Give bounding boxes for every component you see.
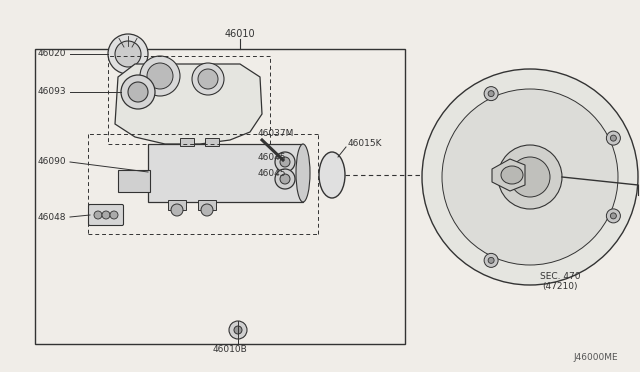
Bar — [35, 49, 405, 344]
Bar — [168, 200, 186, 210]
Polygon shape — [115, 64, 262, 144]
Bar — [118, 170, 150, 192]
Text: SEC. 470
(47210): SEC. 470 (47210) — [540, 272, 580, 291]
Circle shape — [280, 174, 290, 184]
Circle shape — [147, 63, 173, 89]
Circle shape — [280, 157, 290, 167]
Circle shape — [422, 69, 638, 285]
Text: 46037M: 46037M — [258, 129, 294, 138]
Circle shape — [121, 75, 155, 109]
Circle shape — [611, 135, 616, 141]
Bar — [148, 144, 303, 202]
Circle shape — [484, 87, 498, 100]
Circle shape — [115, 41, 141, 67]
Circle shape — [108, 34, 148, 74]
Text: 46048: 46048 — [38, 212, 67, 221]
Circle shape — [484, 253, 498, 267]
Ellipse shape — [296, 144, 310, 202]
Circle shape — [102, 211, 110, 219]
Circle shape — [611, 213, 616, 219]
Ellipse shape — [319, 152, 345, 198]
Circle shape — [234, 326, 242, 334]
Text: 46020: 46020 — [38, 49, 67, 58]
Circle shape — [442, 89, 618, 265]
Circle shape — [201, 204, 213, 216]
Circle shape — [171, 204, 183, 216]
Circle shape — [110, 211, 118, 219]
Text: J46000ME: J46000ME — [573, 353, 618, 362]
Text: 46090: 46090 — [38, 157, 67, 167]
Text: 46045: 46045 — [258, 153, 287, 161]
Circle shape — [488, 91, 494, 97]
Polygon shape — [492, 159, 525, 191]
Circle shape — [229, 321, 247, 339]
Ellipse shape — [501, 166, 523, 184]
Circle shape — [128, 82, 148, 102]
Bar — [180, 138, 194, 146]
Circle shape — [606, 209, 620, 223]
Circle shape — [192, 63, 224, 95]
Bar — [198, 200, 216, 210]
Text: 46015K: 46015K — [348, 140, 383, 148]
Circle shape — [275, 169, 295, 189]
Bar — [205, 138, 219, 146]
Circle shape — [498, 145, 562, 209]
Text: 46010B: 46010B — [212, 346, 248, 355]
Text: 46093: 46093 — [38, 87, 67, 96]
FancyBboxPatch shape — [88, 205, 124, 225]
Circle shape — [94, 211, 102, 219]
Circle shape — [510, 157, 550, 197]
Text: 46045: 46045 — [258, 170, 287, 179]
Circle shape — [140, 56, 180, 96]
Circle shape — [606, 131, 620, 145]
Circle shape — [198, 69, 218, 89]
Circle shape — [275, 152, 295, 172]
Circle shape — [488, 257, 494, 263]
Text: 46010: 46010 — [225, 29, 255, 39]
